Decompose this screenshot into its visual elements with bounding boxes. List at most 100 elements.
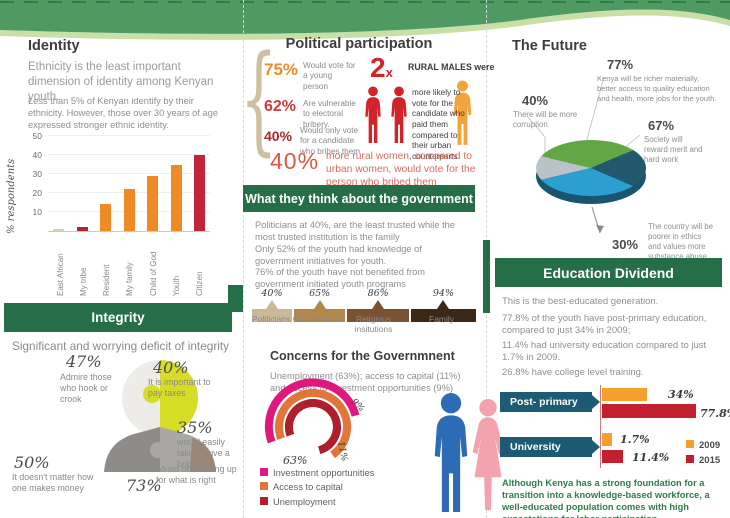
identity-bar (147, 175, 158, 231)
government-paragraph: 76% of the youth have not benefited from… (255, 267, 426, 290)
multiplier-2x: 2x (370, 52, 393, 83)
identity-bar-chart: 50 40 30 20 10 (33, 131, 210, 232)
donut-label: 63% (283, 454, 307, 467)
concerns-donut-chart: 9% 11% 63% (264, 378, 366, 467)
education-footnote: Although Kenya has a strong foundation f… (502, 478, 710, 518)
donut-label: 11% (335, 441, 349, 463)
legend-item: 2015 (686, 453, 720, 468)
integrity-header: Integrity (4, 303, 232, 332)
identity-x-labels: East African My tribe Resident My family… (48, 234, 212, 296)
legend-swatch (260, 482, 268, 491)
concerns-subtitle: Unemployment (63%); access to capital (1… (270, 371, 461, 394)
identity-y-axis-label: % respondents (6, 158, 17, 234)
education-paragraph: This is the best-educated generation. (502, 296, 659, 307)
rural-males-text: more likely to vote for the candidate wh… (412, 88, 465, 161)
arrow-up-icon (437, 300, 450, 309)
education-header: Education Dividend (495, 258, 722, 287)
trust-value: 86% (367, 288, 389, 299)
future-callout-value: 67% (648, 118, 675, 133)
integrity-stat-value: 73% (126, 476, 162, 495)
legend-item: Investment opportunities (260, 466, 374, 480)
trust-segment: 65% (293, 288, 346, 322)
x-label: My family (125, 262, 135, 296)
integrity-stat-value: 35% (177, 418, 213, 437)
legend-item: Access to capital (260, 480, 374, 494)
political-stat-label: Would vote for a young person (303, 61, 356, 91)
future-pie-chart (536, 140, 646, 204)
political-stat-value: 62% (264, 98, 297, 115)
concerns-title: Concerns for the Governmnent (270, 349, 455, 363)
brace-graphic: { (240, 29, 278, 167)
future-title: The Future (512, 38, 587, 54)
integrity-stat-label: Admire those who hook or crook (60, 372, 112, 404)
puzzle-head-graphic (104, 360, 216, 472)
government-paragraph: Only 52% of the youth had knowledge of g… (255, 244, 422, 267)
legend-swatch (686, 455, 694, 464)
arrow-up-icon (265, 300, 278, 309)
women-stat-value: 40% (270, 148, 320, 174)
edu-legend: 2009 2015 (686, 438, 720, 468)
trust-category: Government (292, 314, 340, 324)
edu-axis-line (600, 385, 601, 468)
political-title: Political participation (285, 36, 433, 52)
trust-segment: 40% (252, 288, 292, 322)
x-label: Child of God (148, 251, 158, 296)
identity-title: Identity (28, 38, 80, 54)
edu-bar-value: 34% (668, 388, 694, 401)
fold-line-left (243, 0, 244, 518)
political-stat-label: Are vulnerable to electoral bribery. (303, 99, 356, 129)
future-callout-text: There will be more corruption (513, 110, 578, 130)
future-callout-text: The country will be poorer in ethics and… (648, 222, 714, 262)
edu-bar (602, 433, 612, 446)
government-header: What they think about the government (243, 185, 475, 212)
political-stat-label: Would only vote for a candidate who brib… (300, 126, 361, 156)
identity-bar (170, 164, 182, 231)
edu-row-label: University (500, 437, 592, 457)
trust-category: Family (429, 314, 455, 324)
integrity-subtitle: Significant and worrying deficit of inte… (12, 339, 230, 353)
top-banner-wave (0, 0, 730, 40)
edu-bar-value: 77.8% (700, 407, 730, 420)
future-callout-value: 77% (607, 57, 634, 72)
trust-value: 40% (261, 288, 283, 299)
future-callout-text: Kenya will be richer materially, better … (597, 74, 717, 103)
arrow-up-icon (372, 300, 385, 309)
future-callout-value: 40% (522, 93, 549, 108)
integrity-stat-value: 50% (14, 453, 50, 472)
political-stat-value: 75% (264, 60, 299, 79)
legend-item: 2009 (686, 438, 720, 453)
legend-swatch (260, 468, 268, 476)
education-paragraph: 77.8% of the youth have post-primary edu… (502, 313, 707, 337)
x-label: Citizen (195, 271, 205, 296)
trust-bar-chart: 40% 65% 86% 94% (252, 288, 476, 322)
edu-bar (602, 404, 696, 418)
trust-value: 94% (432, 288, 454, 299)
identity-bar (76, 227, 88, 231)
rural-males-label: RURAL MALES were (408, 62, 495, 72)
legend-swatch (686, 440, 694, 448)
rural-male-icon (365, 86, 381, 144)
trust-segment: 86% (347, 288, 409, 322)
edu-row-label: Post- primary (500, 392, 592, 412)
arrow-up-icon (313, 300, 326, 309)
government-paragraph: Politicians at 40%, are the least truste… (255, 220, 455, 243)
x-label: My tribe (78, 267, 88, 296)
education-paragraph: 11.4% had university education compared … (502, 340, 707, 364)
integrity-stat-label: would easily take or give a bribe (177, 437, 230, 469)
rural-male-icon (391, 86, 407, 144)
legend-swatch (260, 496, 268, 505)
x-label: Resident (102, 264, 112, 296)
edu-bar-value: 1.7% (620, 433, 650, 446)
edu-bar (602, 388, 647, 401)
y-tick: 40 (32, 150, 42, 160)
trust-category: Politicians (252, 314, 291, 324)
political-stat-value: 40% (264, 128, 293, 144)
edu-bar-value: 11.4% (632, 451, 670, 464)
identity-body: Less than 5% of Kenyan identify by their… (28, 96, 219, 131)
future-callout-text: Society will reward merit and hard work (644, 135, 703, 165)
education-paragraph: 26.8% have college level training. (502, 367, 644, 378)
y-tick: 10 (32, 207, 42, 217)
x-label: East African (55, 253, 65, 296)
identity-bar (100, 204, 111, 231)
